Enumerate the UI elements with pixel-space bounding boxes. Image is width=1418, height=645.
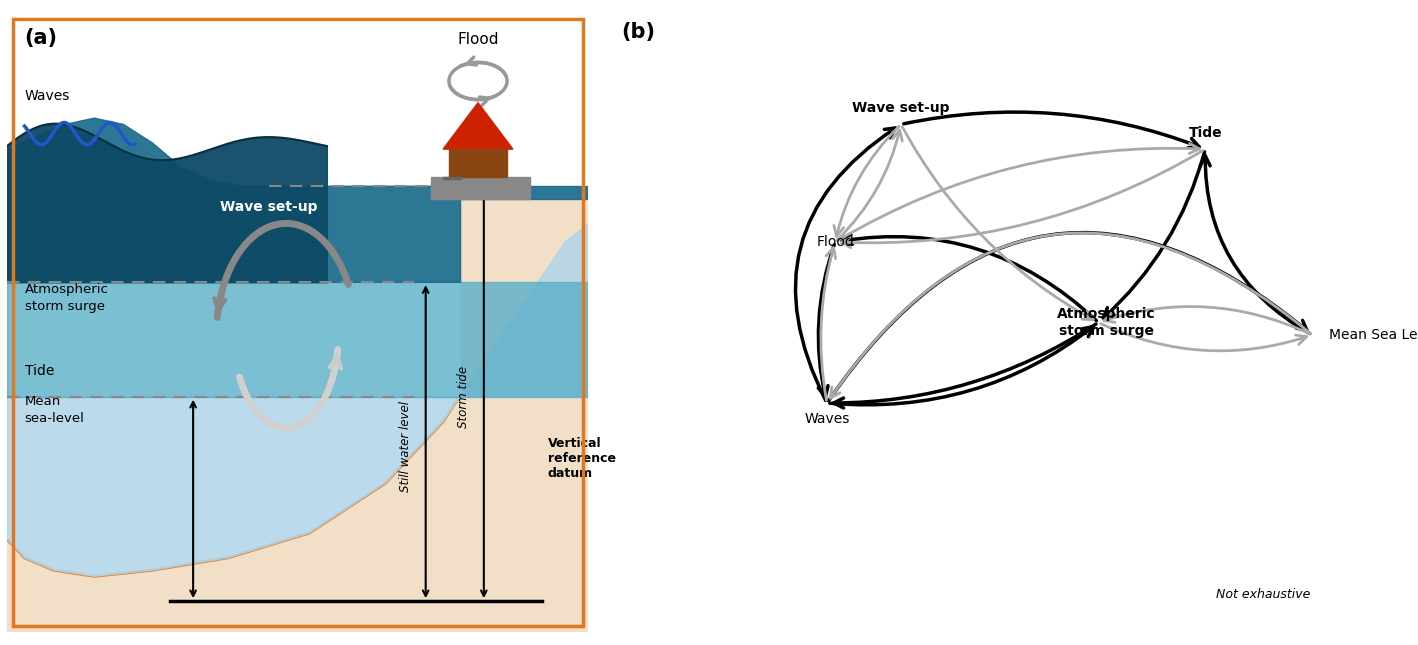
Polygon shape [7,223,588,632]
Text: Flood: Flood [817,235,854,249]
Text: Atmospheric
storm surge: Atmospheric storm surge [24,283,108,313]
Text: Mean Sea Level: Mean Sea Level [1329,328,1418,342]
Text: Storm tide: Storm tide [457,366,469,428]
Text: Atmospheric
storm surge: Atmospheric storm surge [1058,308,1156,337]
Text: Tide: Tide [24,364,54,378]
Polygon shape [7,118,461,283]
Text: Vertical
reference
datum: Vertical reference datum [547,437,615,481]
Text: Tide: Tide [1188,126,1222,140]
Text: Still water level: Still water level [398,401,411,492]
Text: (b): (b) [621,22,655,42]
Polygon shape [442,186,588,199]
Text: Mean
sea-level: Mean sea-level [24,395,85,424]
Polygon shape [7,223,588,577]
Polygon shape [442,177,461,179]
Polygon shape [442,103,513,149]
Polygon shape [461,199,588,632]
Text: Waves: Waves [804,412,849,426]
Polygon shape [431,177,530,199]
Text: Wave set-up: Wave set-up [220,200,318,214]
Text: Not exhaustive: Not exhaustive [1215,588,1310,601]
Text: (a): (a) [24,28,58,48]
Polygon shape [7,283,588,397]
Text: Wave set-up: Wave set-up [852,101,950,115]
Text: Flood: Flood [457,32,499,47]
Text: Waves: Waves [24,88,69,103]
Polygon shape [450,149,508,177]
